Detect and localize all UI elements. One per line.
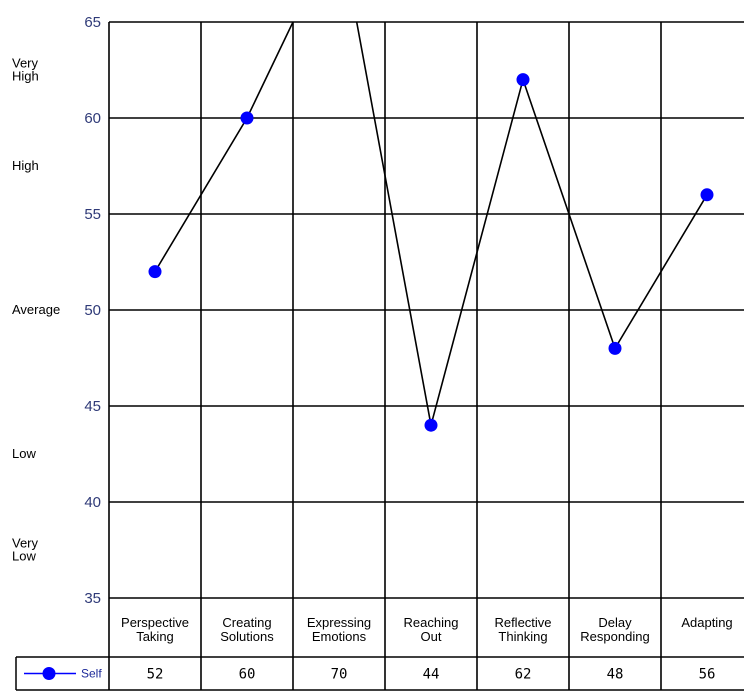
value-label: 52 <box>147 667 164 683</box>
y-tick-label: 45 <box>84 398 101 415</box>
band-label: Very Low <box>12 536 39 564</box>
y-tick-label: 35 <box>84 590 101 607</box>
plot-grid <box>108 21 744 690</box>
band-label: Very High <box>12 56 39 84</box>
y-tick-label: 60 <box>84 110 101 127</box>
legend-label: Self <box>81 667 102 681</box>
y-tick-label: 40 <box>84 494 101 511</box>
value-label: 56 <box>699 667 716 683</box>
data-point <box>148 265 162 279</box>
value-label: 62 <box>515 667 532 683</box>
category-label: Delay Responding <box>580 615 649 644</box>
band-labels: Very High High Average Low Very Low <box>12 56 60 564</box>
data-point <box>700 188 714 202</box>
band-label: Low <box>12 446 36 461</box>
data-point <box>516 73 530 87</box>
value-label: 44 <box>423 667 440 683</box>
y-tick-label: 50 <box>84 302 101 319</box>
legend-marker-swatch <box>42 667 56 680</box>
y-tick-label: 55 <box>84 206 101 223</box>
series-layer <box>148 22 714 432</box>
category-label: Perspective Taking <box>121 615 189 644</box>
data-point <box>424 418 438 432</box>
value-label: 60 <box>239 667 256 683</box>
category-labels: Perspective Taking Creating Solutions Expres… <box>121 615 733 644</box>
band-label: Average <box>12 302 60 317</box>
value-table: Self 52 60 70 44 62 48 56 <box>15 656 744 691</box>
category-label: Expressing Emotions <box>307 615 371 644</box>
series-line-self <box>154 22 708 426</box>
value-label: 70 <box>331 667 348 683</box>
data-point <box>608 341 622 355</box>
y-axis-tick-labels: 35 40 45 50 55 60 65 <box>84 14 101 607</box>
category-label: Reflective Thinking <box>494 615 551 644</box>
band-label: High <box>12 158 39 173</box>
category-label: Adapting <box>681 615 732 630</box>
category-label: Reaching Out <box>404 615 459 644</box>
category-label: Creating Solutions <box>220 615 274 644</box>
y-tick-label: 65 <box>84 14 101 31</box>
value-label: 48 <box>607 667 624 683</box>
data-point <box>240 111 254 125</box>
